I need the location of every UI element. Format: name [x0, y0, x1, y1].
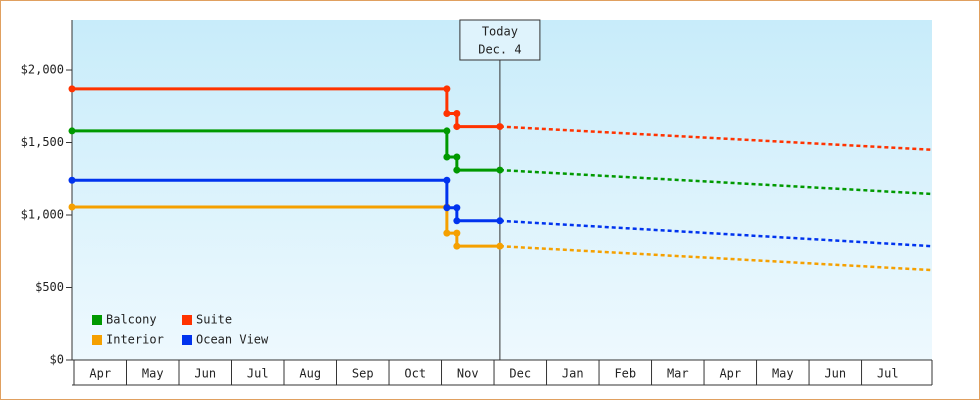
x-tick-label: May	[772, 367, 794, 381]
legend-label: Ocean View	[196, 333, 269, 347]
price-point	[453, 166, 461, 174]
x-tick-label: Aug	[299, 367, 321, 381]
price-point	[68, 85, 76, 93]
x-tick-label: May	[142, 367, 164, 381]
price-point	[453, 242, 461, 250]
price-point	[68, 176, 76, 184]
today-box	[459, 19, 541, 61]
x-tick-label: Oct	[404, 367, 426, 381]
price-point	[453, 110, 461, 118]
y-tick-label: $1,500	[21, 135, 64, 149]
today-date: Dec. 4	[478, 43, 521, 57]
x-tick-label: Jul	[877, 367, 899, 381]
x-tick-label: Apr	[89, 367, 111, 381]
forecast-line	[499, 244, 933, 272]
x-tick-label: Jul	[247, 367, 269, 381]
price-point	[443, 176, 451, 184]
price-point	[443, 85, 451, 93]
price-point	[496, 242, 504, 250]
x-tick-label: Mar	[667, 367, 689, 381]
x-tick-label: Sep	[352, 367, 374, 381]
x-tick-label: Jun	[194, 367, 216, 381]
x-tick-label: Nov	[457, 367, 479, 381]
price-line	[72, 178, 500, 223]
price-point	[453, 204, 461, 212]
y-tick-label: $500	[35, 280, 64, 294]
price-point	[68, 127, 76, 135]
price-point	[443, 153, 451, 161]
price-point	[496, 217, 504, 225]
x-tick-label: Dec	[509, 367, 531, 381]
price-point	[68, 203, 76, 211]
price-line	[72, 87, 500, 129]
price-point	[453, 229, 461, 237]
price-point	[453, 153, 461, 161]
legend-swatch	[182, 335, 192, 345]
legend-swatch	[182, 315, 192, 325]
forecast-line	[499, 168, 933, 196]
x-tick-label: Jun	[824, 367, 846, 381]
legend-swatch	[92, 335, 102, 345]
price-point	[496, 166, 504, 174]
y-tick-label: $1,000	[21, 208, 64, 222]
plot-area	[72, 20, 932, 360]
legend-label: Interior	[106, 333, 164, 347]
legend-label: Balcony	[106, 313, 157, 327]
price-point	[443, 204, 451, 212]
legend-label: Suite	[196, 313, 232, 327]
x-tick-label: Feb	[614, 367, 636, 381]
price-point	[443, 229, 451, 237]
x-tick-label: Apr	[719, 367, 741, 381]
price-point	[443, 127, 451, 135]
forecast-line	[499, 125, 933, 152]
x-tick-label: Jan	[562, 367, 584, 381]
legend-swatch	[92, 315, 102, 325]
price-point	[443, 110, 451, 118]
price-line	[72, 129, 500, 172]
layer: $0 $500 $1,000 $1,500 $2,000 Apr May Jun Jul Aug S…	[21, 19, 933, 386]
price-point	[496, 123, 504, 131]
price-point	[453, 123, 461, 131]
price-point	[453, 217, 461, 225]
y-tick-label: $2,000	[21, 63, 64, 77]
y-tick-label: $0	[50, 353, 64, 367]
today-label: Today	[482, 25, 518, 39]
price-line	[72, 205, 500, 248]
forecast-line	[499, 219, 933, 248]
